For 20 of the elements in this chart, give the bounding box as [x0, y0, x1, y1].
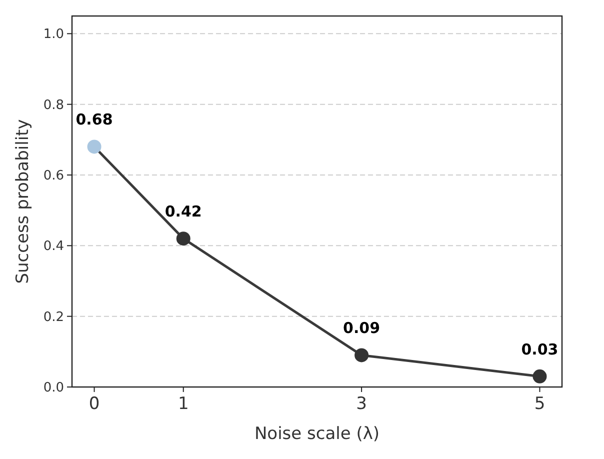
y-tick-label: 0.2	[43, 310, 64, 325]
x-tick-label: 0	[88, 394, 100, 414]
data-label: 0.68	[76, 110, 113, 129]
x-tick-label: 3	[356, 394, 367, 414]
point	[87, 140, 102, 154]
point	[176, 232, 190, 246]
point	[532, 369, 547, 384]
y-tick-label: 1.0	[43, 27, 64, 42]
y-tick-label: 0.6	[43, 168, 64, 184]
y-tick-label: 0.0	[43, 380, 64, 396]
data-label: 0.09	[343, 319, 380, 338]
y-tick-label: 0.8	[43, 98, 64, 113]
point	[354, 348, 369, 362]
x-axis-title: Noise scale (λ)	[254, 424, 380, 444]
data-label: 0.42	[164, 202, 202, 221]
y-axis-title: Success probability	[13, 119, 33, 284]
x-tick-label: 1	[178, 394, 189, 414]
y-tick-label: 0.4	[43, 239, 64, 254]
x-tick-label: 5	[534, 394, 546, 414]
data-label: 0.03	[521, 340, 558, 358]
